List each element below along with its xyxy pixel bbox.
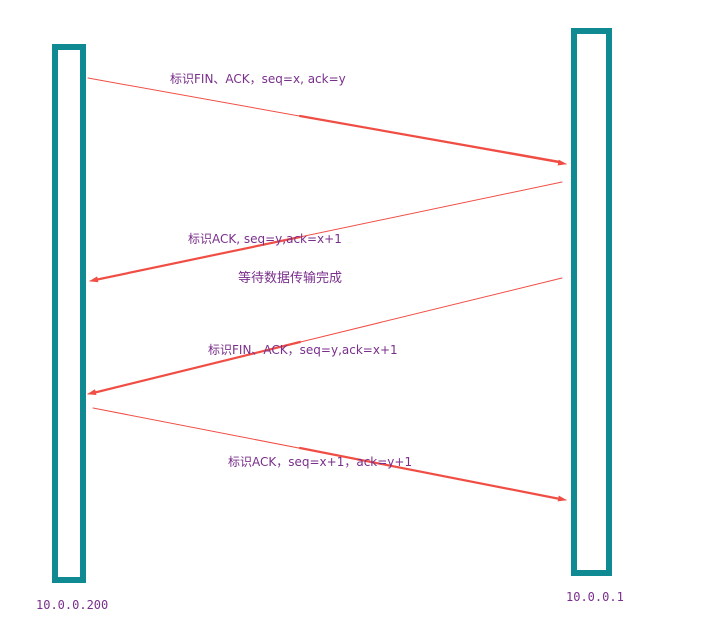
message-arrow-fin-ack-2-thick [91,340,302,395]
message-arrow-ack-2-thick [298,446,562,501]
message-arrow-ack-1-thick [93,235,302,282]
message-label-ack-2: 标识ACK，seq=x+1，ack=y+1 [228,455,412,469]
wait-transfer-note: 等待数据传输完成 [238,270,342,286]
message-arrow-fin-ack-1-thick [298,114,562,164]
message-label-ack-1: 标识ACK, seq=y,ack=x+1 [188,232,342,246]
message-label-fin-ack-2: 标识FIN、ACK，seq=y,ack=x+1 [208,343,398,357]
message-label-fin-ack-1: 标识FIN、ACK，seq=x, ack=y [170,72,346,86]
right-host-label: 10.0.0.1 [566,590,624,604]
left-host-label: 10.0.0.200 [36,598,108,612]
left-host-bar [52,44,86,583]
right-host-bar [571,28,612,576]
